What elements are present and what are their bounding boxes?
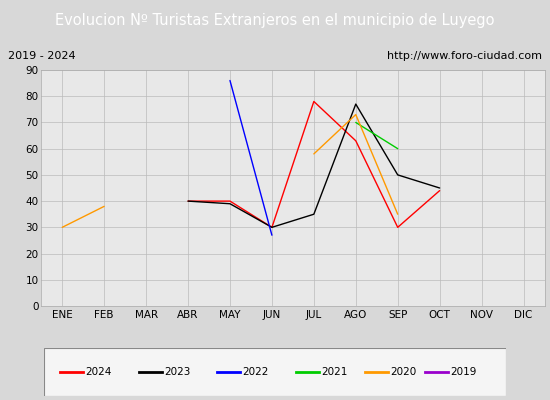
FancyBboxPatch shape <box>44 348 506 396</box>
Text: 2020: 2020 <box>390 367 417 377</box>
Text: 2019: 2019 <box>450 367 477 377</box>
Text: http://www.foro-ciudad.com: http://www.foro-ciudad.com <box>387 51 542 61</box>
Text: 2023: 2023 <box>164 367 190 377</box>
Text: Evolucion Nº Turistas Extranjeros en el municipio de Luyego: Evolucion Nº Turistas Extranjeros en el … <box>55 14 495 28</box>
Text: 2024: 2024 <box>86 367 112 377</box>
Text: 2022: 2022 <box>243 367 269 377</box>
Text: 2021: 2021 <box>321 367 348 377</box>
Text: 2019 - 2024: 2019 - 2024 <box>8 51 76 61</box>
